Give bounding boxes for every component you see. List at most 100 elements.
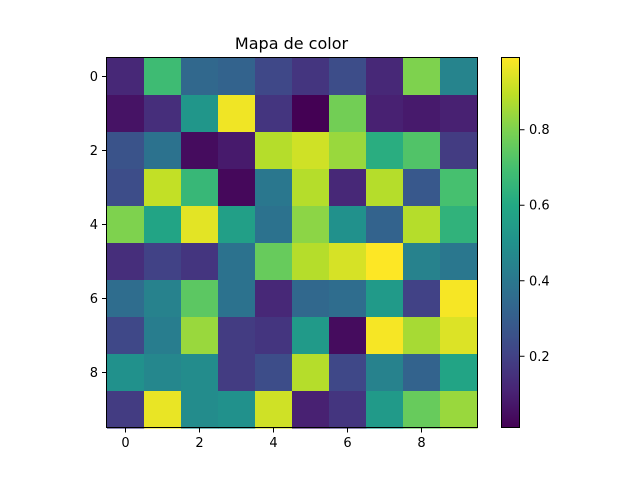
y-tick-label: 2 [90, 144, 98, 159]
heatmap-cell [144, 280, 182, 318]
heatmap-cell [107, 95, 145, 133]
heatmap-cell [329, 280, 367, 318]
heatmap-cell [403, 354, 441, 392]
heatmap-cell [329, 132, 367, 170]
heatmap-cell [403, 206, 441, 244]
heatmap-cell [144, 243, 182, 281]
heatmap-cell [181, 243, 219, 281]
colorbar-tick-label: 0.2 [529, 350, 550, 365]
heatmap-cell [181, 391, 219, 429]
x-tick-label: 8 [417, 436, 425, 451]
x-tick-label: 4 [269, 436, 277, 451]
heatmap-cell [440, 132, 478, 170]
y-axis: 0 2 4 6 8 [90, 70, 107, 381]
heatmap-cell [329, 391, 367, 429]
heatmap-cell [440, 206, 478, 244]
y-tick-label: 0 [90, 70, 98, 85]
heatmap-cell [255, 243, 293, 281]
heatmap-cell [181, 317, 219, 355]
heatmap-cell [366, 206, 404, 244]
heatmap-cell [218, 206, 256, 244]
x-tick-label: 6 [343, 436, 351, 451]
colorbar-tick-label: 0.8 [529, 123, 550, 138]
heatmap-cell [403, 132, 441, 170]
heatmap-cell [218, 58, 256, 96]
heatmap-cell [218, 280, 256, 318]
heatmap-cell [403, 169, 441, 207]
heatmap-cell [218, 95, 256, 133]
heatmap-cell [107, 169, 145, 207]
heatmap-cell [366, 132, 404, 170]
heatmap-cell [218, 391, 256, 429]
heatmap-cell [292, 132, 330, 170]
heatmap-cell [292, 391, 330, 429]
x-axis: 0 2 4 6 8 [121, 428, 426, 451]
heatmap-cell [329, 169, 367, 207]
heatmap-cell [181, 58, 219, 96]
heatmap-cell [181, 132, 219, 170]
heatmap-cell [181, 354, 219, 392]
heatmap-cell [403, 317, 441, 355]
heatmap-cell [255, 169, 293, 207]
heatmap-cell [366, 354, 404, 392]
heatmap-cell [144, 206, 182, 244]
plot-frame [106, 57, 478, 428]
heatmap-cell [255, 317, 293, 355]
heatmap-cell [366, 243, 404, 281]
heatmap-cell [107, 243, 145, 281]
colorbar-tick-label: 0.4 [529, 274, 550, 289]
heatmap-cell [107, 391, 145, 429]
colorbar-tick-label: 0.6 [529, 199, 550, 214]
heatmap-cell [107, 317, 145, 355]
heatmap-cell [366, 391, 404, 429]
heatmap-cell [292, 58, 330, 96]
heatmap-cell [144, 95, 182, 133]
x-tick-label: 0 [121, 436, 129, 451]
heatmap-cell [329, 95, 367, 133]
heatmap-cell [329, 206, 367, 244]
heatmap-cell [218, 169, 256, 207]
heatmap-cell [255, 354, 293, 392]
heatmap-cell [107, 132, 145, 170]
colorbar [501, 57, 520, 428]
heatmap-cell [255, 391, 293, 429]
heatmap-cell [403, 280, 441, 318]
heatmap-cell [366, 95, 404, 133]
heatmap-cell [403, 391, 441, 429]
heatmap-cell [255, 206, 293, 244]
heatmap-cell [144, 132, 182, 170]
heatmap-cell [329, 317, 367, 355]
heatmap-cell [144, 58, 182, 96]
heatmap-cell [403, 95, 441, 133]
heatmap-cell [329, 58, 367, 96]
chart-title: Mapa de color [235, 34, 349, 53]
heatmap-cell [440, 58, 478, 96]
heatmap-cell [329, 354, 367, 392]
heatmap-cell [292, 169, 330, 207]
heatmap-cell [144, 317, 182, 355]
heatmap-cell [292, 206, 330, 244]
heatmap-cell [107, 280, 145, 318]
heatmap-cell [292, 354, 330, 392]
heatmap-cell [181, 280, 219, 318]
heatmap-cell [144, 169, 182, 207]
heatmap-cell [218, 317, 256, 355]
heatmap-cells [107, 58, 478, 429]
heatmap-cell [292, 280, 330, 318]
heatmap-cell [292, 317, 330, 355]
heatmap-cell [440, 354, 478, 392]
heatmap-cell [292, 243, 330, 281]
heatmap-cell [255, 95, 293, 133]
heatmap-cell [255, 280, 293, 318]
heatmap-cell [107, 58, 145, 96]
heatmap-cell [366, 280, 404, 318]
heatmap-cell [144, 354, 182, 392]
heatmap-cell [440, 243, 478, 281]
heatmap-cell [181, 169, 219, 207]
y-tick-label: 6 [90, 292, 98, 307]
heatmap-cell [366, 58, 404, 96]
heatmap-cell [403, 243, 441, 281]
heatmap-cell [218, 354, 256, 392]
heatmap-cell [440, 391, 478, 429]
heatmap-cell [218, 243, 256, 281]
